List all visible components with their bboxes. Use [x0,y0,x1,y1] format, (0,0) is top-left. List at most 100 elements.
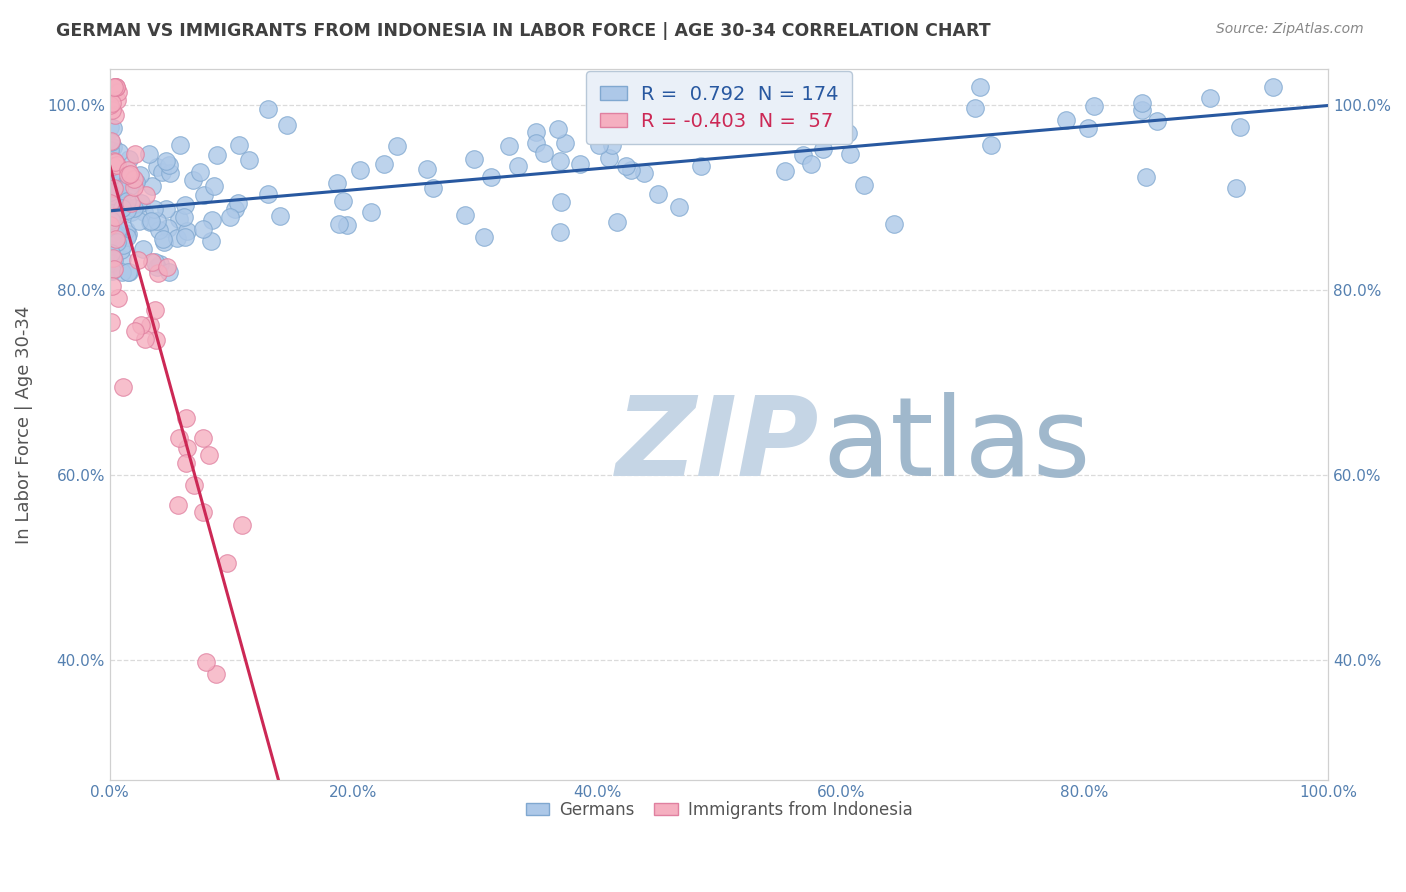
Point [690,159,713,173]
Point [269,209,291,223]
Point [98,219,121,233]
Point [207,148,229,162]
Point [332,194,354,208]
Point [98,143,121,157]
Point [1056,113,1078,128]
Point [782,85,804,99]
Point [276,119,298,133]
Point [550,194,572,209]
Point [105,94,128,108]
Point [104,197,127,211]
Point [422,181,444,195]
Point [1135,169,1157,184]
Point [103,181,125,195]
Point [454,209,477,223]
Point [129,318,152,332]
Point [145,333,167,347]
Point [1083,99,1105,113]
Point [668,200,690,214]
Point [104,80,127,95]
Point [173,197,195,211]
Point [416,162,439,177]
Point [524,125,547,139]
Point [100,185,122,199]
Point [963,101,986,115]
Point [146,266,169,280]
Point [969,80,991,95]
Point [111,265,134,279]
Point [98,195,121,210]
Point [152,231,174,245]
Point [737,87,759,102]
Point [107,291,129,305]
Point [108,182,131,196]
Point [108,145,131,159]
Point [117,265,139,279]
Point [472,230,495,244]
Point [813,142,835,156]
Point [526,136,548,150]
Point [104,210,127,224]
Point [349,163,371,178]
Point [127,252,149,267]
Point [1225,181,1247,195]
Point [103,253,125,268]
Point [463,152,485,166]
Point [98,191,121,205]
Point [547,121,569,136]
Point [107,222,129,236]
Point [598,151,620,165]
Point [139,215,162,229]
Point [103,213,125,227]
Point [111,201,134,215]
Point [100,103,122,117]
Point [155,202,177,216]
Point [100,198,122,212]
Point [118,152,141,166]
Point [883,217,905,231]
Point [731,110,754,124]
Point [606,214,628,228]
Point [118,265,141,279]
Point [336,218,359,232]
Point [114,223,136,237]
Point [112,380,135,394]
Point [105,158,128,172]
Point [169,137,191,152]
Point [620,162,643,177]
Point [120,195,142,210]
Point [159,166,181,180]
Point [176,224,198,238]
Point [1146,113,1168,128]
Point [193,187,215,202]
Point [167,498,190,512]
Point [176,442,198,456]
Point [204,179,226,194]
Legend: Germans, Immigrants from Indonesia: Germans, Immigrants from Indonesia [519,794,920,825]
Point [143,303,166,318]
Point [156,260,179,274]
Point [385,139,408,153]
Point [852,178,875,193]
Point [101,196,124,211]
Point [1229,120,1251,134]
Point [167,431,190,445]
Point [131,243,153,257]
Point [101,140,124,154]
Point [238,153,260,167]
Point [686,94,709,108]
Point [98,150,121,164]
Point [104,204,127,219]
Point [108,167,131,181]
Point [256,187,278,202]
Point [117,168,139,182]
Point [139,318,162,332]
Point [773,163,796,178]
Point [174,229,197,244]
Point [128,214,150,228]
Point [1263,80,1285,95]
Point [141,255,163,269]
Point [98,120,121,134]
Point [122,171,145,186]
Text: ZIP: ZIP [616,392,818,500]
